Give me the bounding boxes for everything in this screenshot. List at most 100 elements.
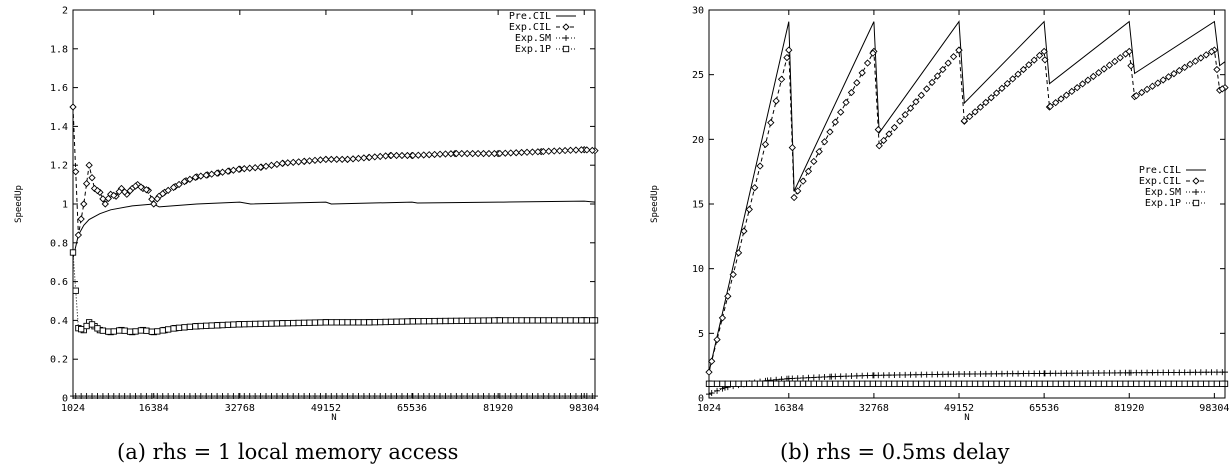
data-point [746, 380, 753, 387]
data-point [1170, 70, 1178, 78]
data-point [1219, 380, 1226, 387]
legend-marker [1192, 199, 1200, 207]
data-point [219, 393, 226, 400]
data-point [121, 393, 128, 400]
data-point [1127, 380, 1135, 387]
legend-label: Pre.CIL [509, 11, 551, 22]
data-point [534, 393, 541, 400]
data-point [507, 317, 514, 324]
data-point [290, 319, 297, 327]
data-point [311, 393, 318, 400]
data-point [262, 162, 270, 170]
data-point [452, 149, 460, 158]
data-point [447, 150, 455, 158]
legend-marker [1193, 189, 1199, 195]
data-point [1079, 370, 1086, 377]
data-point [512, 149, 520, 157]
data-point [1138, 380, 1145, 387]
data-point [982, 380, 989, 387]
data-point [388, 393, 395, 400]
data-point [977, 370, 984, 377]
data-point [523, 317, 531, 324]
data-point [1025, 380, 1032, 387]
data-point [945, 371, 952, 378]
data-point [706, 391, 712, 398]
series-line [72, 200, 596, 259]
x-axis-label: N [964, 413, 969, 423]
data-point [235, 393, 242, 400]
data-point [376, 152, 384, 161]
data-point [928, 380, 936, 387]
series-exp-sm [70, 393, 598, 400]
data-point [875, 372, 882, 379]
data-point [219, 321, 226, 329]
data-point [826, 380, 834, 387]
data-point [1203, 369, 1210, 376]
data-point [1197, 380, 1204, 387]
data-point [295, 393, 302, 400]
data-point [409, 318, 416, 325]
data-point [572, 393, 579, 400]
data-point [110, 393, 117, 400]
y-tick-label: 1.6 [50, 83, 68, 94]
data-point [1089, 72, 1097, 81]
data-point [311, 156, 319, 165]
data-point [960, 117, 968, 125]
data-point [415, 318, 422, 325]
data-point [705, 368, 713, 376]
data-point [988, 380, 995, 387]
data-point [714, 387, 721, 394]
data-point [420, 318, 427, 325]
data-point [382, 393, 389, 400]
data-point [869, 372, 876, 379]
data-point [891, 380, 898, 387]
data-point [1117, 380, 1124, 387]
data-point [815, 147, 823, 156]
data-point [121, 327, 128, 334]
data-point [143, 327, 150, 334]
data-point [241, 321, 248, 328]
data-point [469, 317, 476, 324]
data-point [540, 317, 547, 324]
data-point [1052, 380, 1059, 387]
data-point [257, 393, 264, 400]
data-point [1170, 369, 1177, 376]
data-point [344, 319, 351, 326]
data-point [929, 371, 936, 378]
data-point [837, 373, 844, 380]
data-point [431, 317, 438, 325]
data-point [907, 380, 914, 387]
data-point [165, 393, 172, 400]
data-point [1106, 380, 1113, 387]
data-point [724, 292, 732, 300]
data-point [132, 393, 139, 400]
data-point [442, 393, 449, 400]
data-point [1122, 369, 1129, 376]
data-point [820, 138, 829, 146]
data-point [127, 393, 134, 400]
data-point [539, 147, 547, 156]
data-point [719, 380, 726, 387]
data-point [859, 380, 866, 387]
data-point [912, 98, 920, 106]
data-point [143, 393, 150, 400]
data-point [545, 147, 553, 155]
data-point [982, 98, 990, 107]
data-point [1020, 380, 1027, 387]
y-axis-label: SpeedUp [14, 185, 24, 223]
data-point [501, 149, 509, 157]
data-point [72, 168, 80, 176]
data-point [1116, 54, 1124, 62]
data-point [69, 249, 77, 256]
y-tick-label: 1.8 [50, 44, 68, 55]
data-point [513, 317, 520, 324]
data-point [708, 357, 716, 365]
data-point [290, 393, 297, 400]
data-point [273, 320, 281, 327]
data-point [322, 155, 330, 164]
data-point [69, 103, 77, 111]
data-point [1004, 380, 1011, 387]
data-point [344, 393, 351, 400]
data-point [1122, 380, 1129, 387]
